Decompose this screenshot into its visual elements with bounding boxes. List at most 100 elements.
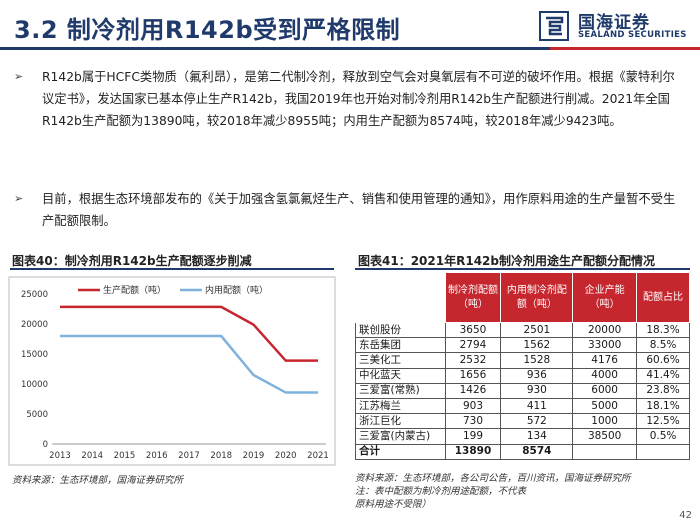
bullet-text: R142b属于HCFC类物质（氟利昂），是第二代制冷剂，释放到空气会对臭氧层有不… [42,70,675,128]
series-line-2 [60,334,318,394]
table-cell: 2794 [444,337,502,354]
table-cell: 572 [500,413,574,430]
title-divider [0,47,700,50]
table-header-domestic-quota: 内用制冷剂配额（吨） [500,272,574,323]
table-cell: 18.3% [636,321,690,339]
table-cell: 1426 [444,382,502,399]
legend-label-1: 生产配额（吨） [103,284,166,296]
table-cell: 2532 [444,352,502,369]
company-name-cell: 江苏梅兰 [355,397,446,415]
bullet-arrow-icon: ➢ [14,70,24,83]
page-title: 3.2 制冷剂用R142b受到严格限制 [14,16,401,44]
table-row: 联创股份 3650 2501 20000 18.3% [355,321,690,339]
y-tick-label: 5000 [26,410,48,420]
series-line-1 [60,305,318,362]
table-row: 江苏梅兰 903 411 5000 18.1% [355,397,690,415]
company-logo: 国海证券 SEALAND SECURITIES [538,8,688,44]
table-cell: 1000 [572,413,638,430]
bullet-paragraph-2: ➢ 目前，根据生态环境部发布的《关于加强含氢氯氟烃生产、销售和使用管理的通知》，… [14,188,684,232]
bullet-paragraph-1: ➢ R142b属于HCFC类物质（氟利昂），是第二代制冷剂，释放到空气会对臭氧层… [14,66,684,132]
table-cell: 1562 [500,337,574,354]
table-row: 东岳集团 2794 1562 33000 8.5% [355,337,690,354]
source-line: 资料来源：生态环境部，各公司公告，百川资讯，国海证券研究所 [355,473,631,484]
company-name-cell: 三爱富(内蒙古) [355,428,446,445]
x-tick-label: 2021 [307,451,329,461]
company-name-cell: 联创股份 [355,321,446,339]
x-tick-label: 2015 [114,451,136,461]
table-total-row: 合计 13890 8574 [355,443,690,460]
figure-41-caption: 图表41：2021年R142b制冷剂用途生产配额分配情况 [358,254,655,268]
table-row: 中化蓝天 1656 936 4000 41.4% [355,367,690,384]
y-tick-label: 0 [43,440,48,450]
source-line: 原料用途不受限） [355,499,432,510]
table-cell: 23.8% [636,382,690,399]
figure-40-caption: 图表40：制冷剂用R142b生产配额逐步削减 [12,254,252,268]
table-cell: 41.4% [636,367,690,384]
table-cell: 730 [444,413,502,430]
x-tick-label: 2013 [49,451,71,461]
figure-40-caption-rule [10,268,334,270]
table-cell: 38500 [572,428,638,445]
table-header-share: 配额占比 [636,272,690,323]
quota-allocation-table: 制冷剂配额（吨） 内用制冷剂配额（吨） 企业产能（吨） 配额占比 联创股份 365… [355,272,690,460]
table-row: 三爱富(常熟) 1426 930 6000 23.8% [355,382,690,399]
table-cell: 8.5% [636,337,690,354]
company-name-cell: 中化蓝天 [355,367,446,384]
x-tick-label: 2020 [275,451,297,461]
company-name-cell: 合计 [355,443,446,460]
page-number: 42 [679,510,692,521]
table-cell: 6000 [572,382,638,399]
table-cell: 1528 [500,352,574,369]
company-name-cell: 东岳集团 [355,337,446,354]
logo-text-cn: 国海证券 [578,13,650,33]
bullet-text: 目前，根据生态环境部发布的《关于加强含氢氯氟烃生产、销售和使用管理的通知》，用作… [42,192,676,228]
y-tick-label: 15000 [21,350,48,360]
logo-text-en: SEALAND SECURITIES [578,30,687,40]
y-tick-label: 10000 [21,380,48,390]
table-header-row: 制冷剂配额（吨） 内用制冷剂配额（吨） 企业产能（吨） 配额占比 [355,272,690,323]
x-tick-label: 2016 [146,451,168,461]
table-cell: 4000 [572,367,638,384]
title-divider-accent [550,47,700,50]
x-tick-label: 2014 [81,451,103,461]
table-cell: 60.6% [636,352,690,369]
table-row: 浙江巨化 730 572 1000 12.5% [355,413,690,430]
table-header-quota: 制冷剂配额（吨） [444,272,502,323]
table-cell: 20000 [572,321,638,339]
table-cell: 3650 [444,321,502,339]
quota-line-chart: 0 5000 10000 15000 20000 25000 2013 2014 2015 201… [8,276,336,466]
table-row: 三美化工 2532 1528 4176 60.6% [355,352,690,369]
figure-41-caption-rule [355,268,690,270]
table-row: 三爱富(内蒙古) 199 134 38500 0.5% [355,428,690,445]
table-cell: 134 [500,428,574,445]
x-tick-label: 2017 [178,451,200,461]
table-cell: 5000 [572,397,638,415]
source-line: 注：表中配额为制冷剂用途配额，不代表 [355,486,527,497]
bullet-arrow-icon: ➢ [14,192,24,205]
company-name-cell: 浙江巨化 [355,413,446,430]
chart-frame [8,276,336,466]
table-cell [636,443,690,460]
table-cell: 936 [500,367,574,384]
table-cell: 12.5% [636,413,690,430]
company-name-cell: 三美化工 [355,352,446,369]
table-header-capacity: 企业产能（吨） [572,272,638,323]
table-cell: 930 [500,382,574,399]
table-cell: 8574 [500,443,574,460]
table-header-blank [355,272,446,323]
table-cell [572,443,638,460]
table-cell: 18.1% [636,397,690,415]
y-tick-label: 25000 [21,290,48,300]
table-cell: 411 [500,397,574,415]
sealand-logo-icon [539,11,569,41]
table-cell: 903 [444,397,502,415]
table-cell: 13890 [444,443,502,460]
table-cell: 0.5% [636,428,690,445]
figure-41-source: 资料来源：生态环境部，各公司公告，百川资讯，国海证券研究所 注：表中配额为制冷剂… [355,472,700,511]
y-tick-label: 20000 [21,320,48,330]
table-cell: 33000 [572,337,638,354]
x-tick-label: 2018 [210,451,232,461]
figure-40-source: 资料来源：生态环境部，国海证券研究所 [12,475,184,486]
table-cell: 1656 [444,367,502,384]
company-name-cell: 三爱富(常熟) [355,382,446,399]
